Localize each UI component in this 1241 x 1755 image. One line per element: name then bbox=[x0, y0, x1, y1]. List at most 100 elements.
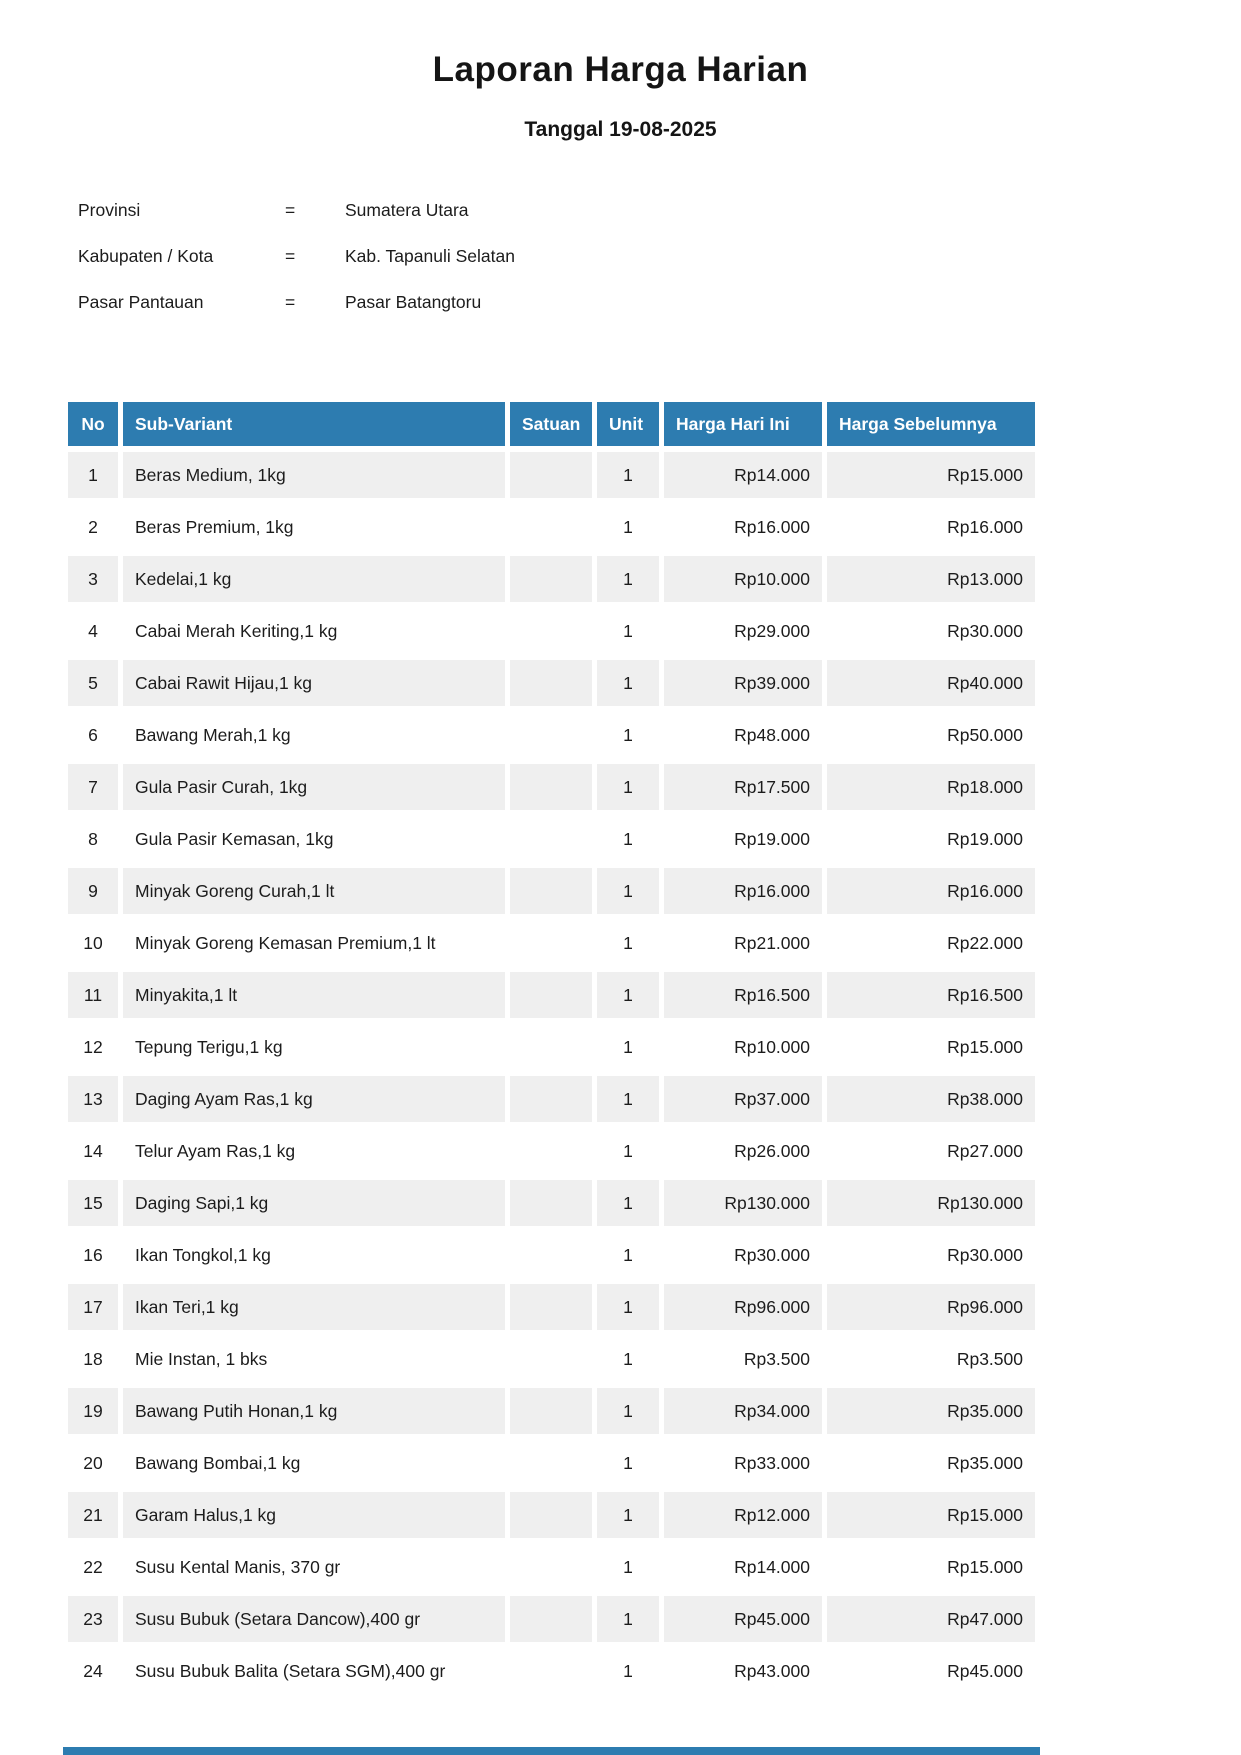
header-cell-harga-hari-ini: Harga Hari Ini bbox=[664, 402, 822, 446]
cell-sub-variant: Kedelai,1 kg bbox=[123, 556, 505, 602]
cell-sub-variant: Bawang Merah,1 kg bbox=[123, 712, 505, 758]
header-cell-harga-sebelumnya: Harga Sebelumnya bbox=[827, 402, 1035, 446]
cell-sub-variant: Susu Kental Manis, 370 gr bbox=[123, 1544, 505, 1590]
cell-sub-variant: Minyak Goreng Curah,1 lt bbox=[123, 868, 505, 914]
cell-harga-sebelumnya: Rp13.000 bbox=[827, 556, 1035, 602]
cell-harga-hari-ini: Rp45.000 bbox=[664, 1596, 822, 1642]
next-page-header-bar bbox=[63, 1747, 1040, 1755]
cell-no: 4 bbox=[68, 608, 118, 654]
meta-value: Sumatera Utara bbox=[345, 199, 469, 220]
cell-satuan bbox=[510, 972, 592, 1018]
cell-harga-sebelumnya: Rp35.000 bbox=[827, 1388, 1035, 1434]
cell-no: 5 bbox=[68, 660, 118, 706]
cell-sub-variant: Gula Pasir Curah, 1kg bbox=[123, 764, 505, 810]
cell-harga-hari-ini: Rp16.000 bbox=[664, 868, 822, 914]
table-row: 6 Bawang Merah,1 kg 1 Rp48.000 Rp50.000 bbox=[68, 712, 1035, 758]
cell-unit: 1 bbox=[597, 608, 659, 654]
cell-harga-sebelumnya: Rp15.000 bbox=[827, 1492, 1035, 1538]
cell-satuan bbox=[510, 1284, 592, 1330]
cell-harga-hari-ini: Rp14.000 bbox=[664, 1544, 822, 1590]
cell-sub-variant: Beras Premium, 1kg bbox=[123, 504, 505, 550]
cell-harga-sebelumnya: Rp130.000 bbox=[827, 1180, 1035, 1226]
cell-harga-sebelumnya: Rp45.000 bbox=[827, 1648, 1035, 1694]
table-row: 1 Beras Medium, 1kg 1 Rp14.000 Rp15.000 bbox=[68, 452, 1035, 498]
cell-harga-sebelumnya: Rp30.000 bbox=[827, 608, 1035, 654]
table-row: 8 Gula Pasir Kemasan, 1kg 1 Rp19.000 Rp19.00… bbox=[68, 816, 1035, 862]
cell-unit: 1 bbox=[597, 1128, 659, 1174]
cell-harga-sebelumnya: Rp22.000 bbox=[827, 920, 1035, 966]
cell-satuan bbox=[510, 608, 592, 654]
cell-harga-hari-ini: Rp21.000 bbox=[664, 920, 822, 966]
table-row: 15 Daging Sapi,1 kg 1 Rp130.000 Rp130.000 bbox=[68, 1180, 1035, 1226]
table-row: 3 Kedelai,1 kg 1 Rp10.000 Rp13.000 bbox=[68, 556, 1035, 602]
cell-unit: 1 bbox=[597, 556, 659, 602]
cell-unit: 1 bbox=[597, 972, 659, 1018]
cell-satuan bbox=[510, 452, 592, 498]
table-row: 18 Mie Instan, 1 bks 1 Rp3.500 Rp3.500 bbox=[68, 1336, 1035, 1382]
cell-unit: 1 bbox=[597, 1180, 659, 1226]
cell-harga-hari-ini: Rp10.000 bbox=[664, 556, 822, 602]
meta-label: Provinsi bbox=[78, 199, 141, 220]
cell-harga-sebelumnya: Rp30.000 bbox=[827, 1232, 1035, 1278]
table-row: 21 Garam Halus,1 kg 1 Rp12.000 Rp15.000 bbox=[68, 1492, 1035, 1538]
table-row: 22 Susu Kental Manis, 370 gr 1 Rp14.000 Rp15… bbox=[68, 1544, 1035, 1590]
report-meta: Provinsi = Sumatera Utara Kabupaten / Ko… bbox=[78, 187, 778, 325]
table-row: 20 Bawang Bombai,1 kg 1 Rp33.000 Rp35.000 bbox=[68, 1440, 1035, 1486]
meta-value: Kab. Tapanuli Selatan bbox=[345, 245, 515, 266]
cell-satuan bbox=[510, 556, 592, 602]
cell-no: 7 bbox=[68, 764, 118, 810]
cell-unit: 1 bbox=[597, 764, 659, 810]
cell-harga-hari-ini: Rp14.000 bbox=[664, 452, 822, 498]
cell-harga-hari-ini: Rp33.000 bbox=[664, 1440, 822, 1486]
cell-harga-hari-ini: Rp10.000 bbox=[664, 1024, 822, 1070]
cell-harga-hari-ini: Rp3.500 bbox=[664, 1336, 822, 1382]
cell-unit: 1 bbox=[597, 1076, 659, 1122]
cell-sub-variant: Daging Ayam Ras,1 kg bbox=[123, 1076, 505, 1122]
cell-no: 11 bbox=[68, 972, 118, 1018]
cell-harga-hari-ini: Rp29.000 bbox=[664, 608, 822, 654]
cell-harga-sebelumnya: Rp35.000 bbox=[827, 1440, 1035, 1486]
cell-satuan bbox=[510, 1128, 592, 1174]
cell-harga-sebelumnya: Rp47.000 bbox=[827, 1596, 1035, 1642]
cell-sub-variant: Tepung Terigu,1 kg bbox=[123, 1024, 505, 1070]
cell-harga-sebelumnya: Rp16.000 bbox=[827, 868, 1035, 914]
table-row: 11 Minyakita,1 lt 1 Rp16.500 Rp16.500 bbox=[68, 972, 1035, 1018]
cell-satuan bbox=[510, 1336, 592, 1382]
table-header-row: No Sub-Variant Satuan Unit Harga Hari In… bbox=[68, 402, 1035, 446]
cell-no: 14 bbox=[68, 1128, 118, 1174]
cell-no: 15 bbox=[68, 1180, 118, 1226]
cell-sub-variant: Susu Bubuk Balita (Setara SGM),400 gr bbox=[123, 1648, 505, 1694]
cell-harga-hari-ini: Rp17.500 bbox=[664, 764, 822, 810]
table-row: 14 Telur Ayam Ras,1 kg 1 Rp26.000 Rp27.000 bbox=[68, 1128, 1035, 1174]
cell-no: 23 bbox=[68, 1596, 118, 1642]
cell-sub-variant: Cabai Rawit Hijau,1 kg bbox=[123, 660, 505, 706]
cell-sub-variant: Minyak Goreng Kemasan Premium,1 lt bbox=[123, 920, 505, 966]
cell-harga-sebelumnya: Rp18.000 bbox=[827, 764, 1035, 810]
cell-sub-variant: Ikan Teri,1 kg bbox=[123, 1284, 505, 1330]
cell-satuan bbox=[510, 1232, 592, 1278]
cell-no: 13 bbox=[68, 1076, 118, 1122]
cell-no: 22 bbox=[68, 1544, 118, 1590]
cell-harga-hari-ini: Rp30.000 bbox=[664, 1232, 822, 1278]
cell-unit: 1 bbox=[597, 660, 659, 706]
cell-sub-variant: Telur Ayam Ras,1 kg bbox=[123, 1128, 505, 1174]
table-row: 5 Cabai Rawit Hijau,1 kg 1 Rp39.000 Rp40.000 bbox=[68, 660, 1035, 706]
cell-harga-sebelumnya: Rp40.000 bbox=[827, 660, 1035, 706]
cell-harga-sebelumnya: Rp15.000 bbox=[827, 452, 1035, 498]
cell-unit: 1 bbox=[597, 1388, 659, 1434]
cell-unit: 1 bbox=[597, 1440, 659, 1486]
cell-satuan bbox=[510, 712, 592, 758]
cell-sub-variant: Bawang Putih Honan,1 kg bbox=[123, 1388, 505, 1434]
cell-harga-sebelumnya: Rp27.000 bbox=[827, 1128, 1035, 1174]
cell-satuan bbox=[510, 1596, 592, 1642]
table-row: 24 Susu Bubuk Balita (Setara SGM),400 gr 1… bbox=[68, 1648, 1035, 1694]
table-row: 16 Ikan Tongkol,1 kg 1 Rp30.000 Rp30.000 bbox=[68, 1232, 1035, 1278]
cell-no: 20 bbox=[68, 1440, 118, 1486]
cell-sub-variant: Garam Halus,1 kg bbox=[123, 1492, 505, 1538]
meta-equals: = bbox=[285, 245, 296, 266]
cell-unit: 1 bbox=[597, 1492, 659, 1538]
cell-harga-sebelumnya: Rp38.000 bbox=[827, 1076, 1035, 1122]
table-row: 19 Bawang Putih Honan,1 kg 1 Rp34.000 Rp35.0… bbox=[68, 1388, 1035, 1434]
table-row: 2 Beras Premium, 1kg 1 Rp16.000 Rp16.000 bbox=[68, 504, 1035, 550]
cell-harga-hari-ini: Rp26.000 bbox=[664, 1128, 822, 1174]
